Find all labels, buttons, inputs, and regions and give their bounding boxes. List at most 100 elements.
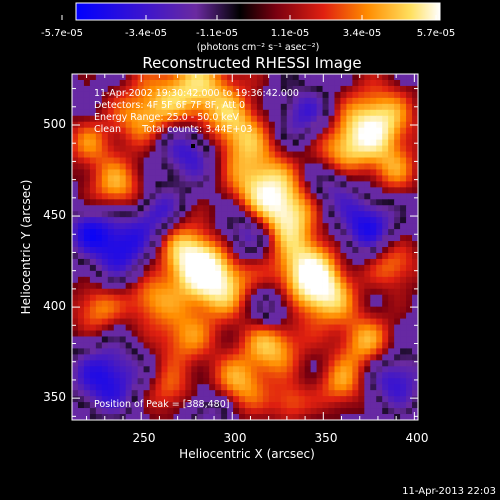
heatmap-cell [95,282,103,290]
heatmap-cell [221,390,228,397]
heatmap-cell [274,169,282,176]
heatmap-cell [113,145,121,152]
heatmap-cell [203,74,210,81]
heatmap-cell [394,109,401,117]
heatmap-cell [245,336,252,343]
heatmap-cell [101,103,109,111]
heatmap-cell [227,193,234,200]
y-tick-label-350: 350 [43,390,66,404]
heatmap-cell [203,252,210,260]
heatmap-cell [262,258,270,266]
heatmap-cell [233,169,240,176]
heatmap-cell [143,270,150,278]
heatmap-cell [262,127,270,135]
heatmap-cell [298,157,306,164]
heatmap-cell [245,127,252,135]
heatmap-cell [149,133,156,141]
heatmap-cell [107,252,115,260]
heatmap-cell [262,318,270,325]
heatmap-cell [143,211,150,218]
heatmap-cell [280,384,288,391]
heatmap-cell [221,211,228,218]
heatmap-cell [364,217,371,224]
heatmap-cell [245,205,252,212]
heatmap-cell [286,229,294,236]
heatmap-cell [245,187,252,194]
heatmap-cell [256,264,264,272]
heatmap-cell [179,211,186,218]
heatmap-cell [83,127,91,135]
heatmap-cell [173,282,180,290]
heatmap-cell [250,276,258,284]
heatmap-cell [256,378,264,385]
heatmap-cell [185,318,192,325]
heatmap-cell [167,312,174,319]
heatmap-cell [376,372,383,379]
heatmap-cell [364,235,371,242]
heatmap-cell [107,354,115,361]
heatmap-cell [173,235,180,242]
heatmap-cell [370,211,377,218]
heatmap-cell [334,324,341,331]
heatmap-cell [119,384,127,391]
heatmap-cell [221,402,228,409]
heatmap-cell [352,163,359,170]
heatmap-cell [155,300,162,308]
heatmap-cell [352,121,359,129]
heatmap-cell [370,378,377,385]
heatmap-cell [304,241,312,248]
heatmap-cell [286,360,294,367]
heatmap-cell [280,97,288,105]
heatmap-cell [412,312,419,319]
heatmap-cell [107,109,115,117]
heatmap-cell [83,205,91,212]
heatmap-cell [191,157,198,164]
heatmap-cell [298,97,306,105]
heatmap-cell [262,85,270,93]
heatmap-cell [95,181,103,188]
heatmap-cell [227,85,234,93]
heatmap-cell [72,151,79,158]
heatmap-cell [268,121,276,129]
heatmap-cell [382,163,389,170]
heatmap-cell [185,390,192,397]
heatmap-cell [280,145,288,152]
heatmap-cell [322,264,329,272]
heatmap-cell [316,115,323,123]
heatmap-cell [316,157,323,164]
heatmap-cell [245,199,252,206]
heatmap-cell [167,175,174,182]
heatmap-cell [286,121,294,129]
heatmap-cell [280,175,288,182]
heatmap-cell [400,217,407,224]
heatmap-cell [346,372,353,379]
heatmap-cell [334,193,341,200]
heatmap-cell [412,79,419,87]
heatmap-cell [89,258,97,266]
heatmap-cell [173,294,180,302]
heatmap-cell [197,97,204,105]
heatmap-cell [376,402,383,409]
heatmap-cell [227,91,234,99]
heatmap-cell [268,372,276,379]
heatmap-cell [340,193,347,200]
heatmap-cell [101,217,109,224]
heatmap-cell [191,91,198,99]
heatmap-cell [352,229,359,236]
heatmap-cell [239,288,246,296]
heatmap-cell [125,205,133,212]
heatmap-cell [161,169,168,176]
heatmap-cell [328,282,335,290]
heatmap-cell [185,199,192,206]
heatmap-cell [149,211,156,218]
heatmap-cell [328,223,335,230]
heatmap-cell [292,384,300,391]
heatmap-cell [167,414,174,421]
heatmap-cell [245,109,252,117]
heatmap-cell [72,157,79,164]
heatmap-cell [262,145,270,152]
heatmap-cell [83,199,91,206]
heatmap-cell [179,348,186,355]
heatmap-cell [131,115,139,123]
heatmap-cell [185,414,192,421]
